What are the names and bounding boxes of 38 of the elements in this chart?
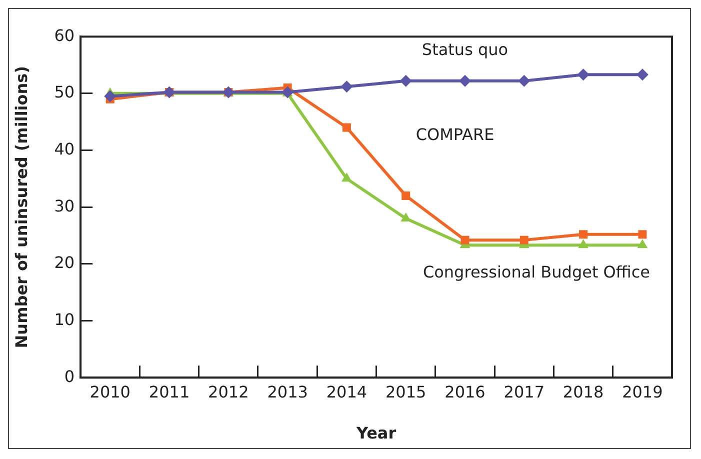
x-axis-title: Year	[355, 424, 396, 443]
point	[518, 74, 530, 87]
point	[578, 239, 588, 248]
y-tick-label: 50	[54, 82, 75, 102]
text: COMPARE	[416, 124, 494, 144]
y-tick-label: 30	[54, 196, 75, 216]
x-tick-label: 2017	[504, 382, 544, 402]
x-tick-label: 2012	[208, 382, 249, 402]
point	[636, 68, 648, 81]
x-tick-label: 2013	[267, 382, 308, 402]
y-tick-label: 60	[54, 26, 75, 45]
y-tick-label: 10	[54, 310, 75, 329]
point	[402, 191, 410, 200]
x-tick-label: 2010	[90, 382, 130, 402]
x-tick-label: 2011	[148, 382, 190, 402]
x-tick-label: 2014	[326, 382, 368, 402]
point	[520, 236, 528, 244]
point	[104, 90, 116, 102]
point	[458, 74, 471, 87]
y-tick-label: 20	[54, 253, 75, 272]
point	[342, 123, 351, 132]
point	[400, 74, 412, 87]
x-tick-label: 2019	[622, 382, 663, 402]
x-tick-label: 2016	[444, 382, 486, 402]
point	[342, 172, 352, 182]
x-tick-label: 2015	[385, 382, 426, 402]
point	[637, 239, 648, 248]
series-label: Congressional Budget Office	[422, 262, 650, 282]
x-tick-label: 2018	[562, 382, 604, 402]
point	[460, 236, 470, 244]
y-axis-title: Number of uninsured (millions)	[12, 66, 31, 348]
point	[340, 80, 353, 93]
point	[638, 230, 647, 239]
point	[579, 230, 588, 239]
point	[577, 68, 590, 81]
series-label: Status quo	[422, 40, 508, 60]
y-tick-label: 40	[54, 139, 75, 158]
y-tick-label: 0	[64, 366, 75, 386]
